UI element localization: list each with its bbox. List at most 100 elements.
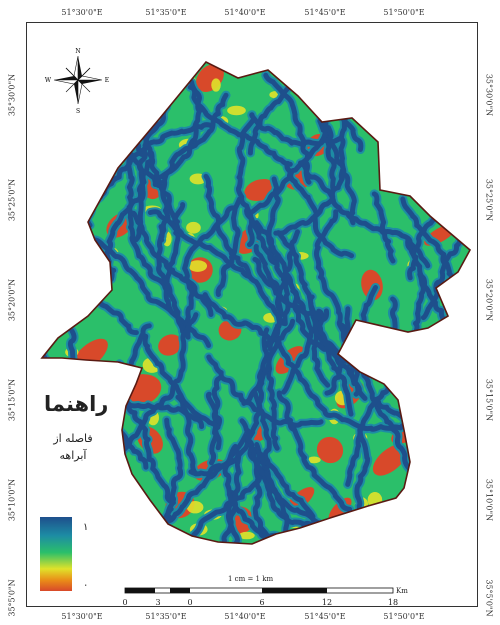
mid-zone <box>211 78 221 92</box>
stream-line <box>332 62 429 73</box>
stream-line <box>334 62 427 71</box>
stream-line <box>451 70 469 159</box>
mid-zone <box>227 105 246 116</box>
mid-zone <box>415 380 430 397</box>
stream-line <box>206 354 324 428</box>
legend-subtitle-line1: فاصله از <box>53 432 93 445</box>
mid-zone <box>408 404 418 415</box>
legend-subtitle-line2: آبراهه <box>59 449 87 462</box>
legend-high-label: ۱ <box>83 522 89 533</box>
compass-w: W <box>45 77 52 84</box>
stream-line <box>244 207 278 266</box>
legend-title: راهنما <box>44 392 109 416</box>
stream-line <box>274 323 413 432</box>
mid-zone <box>393 79 408 89</box>
coord-top-5: 51°50'0"E <box>383 8 425 17</box>
scale-tick-1: 3 <box>155 598 161 607</box>
stream-line <box>81 83 150 160</box>
stream-line <box>425 490 442 544</box>
stream-line <box>247 83 293 156</box>
stream-line <box>142 333 221 430</box>
mid-zone <box>118 66 134 74</box>
scale-tick-4: 12 <box>321 598 333 607</box>
mid-zone <box>307 456 321 464</box>
stream-line <box>104 150 155 273</box>
stream-line <box>42 62 122 78</box>
stream-line <box>165 429 250 524</box>
stream-line <box>345 516 383 544</box>
stream-line <box>248 523 379 544</box>
mid-zone <box>55 233 71 245</box>
stream-line <box>42 329 67 392</box>
scale-ratio-label: 1 cm = 1 km <box>228 575 274 583</box>
stream-line <box>290 288 328 352</box>
stream-line <box>126 155 173 297</box>
stream-line <box>326 125 357 226</box>
stream-line <box>453 72 467 157</box>
scale-unit-label: Km <box>396 587 408 595</box>
mid-zone <box>414 190 423 199</box>
stream-line <box>252 256 322 321</box>
stream-line <box>354 426 373 544</box>
far-zone <box>158 334 182 356</box>
mid-zone <box>88 97 99 107</box>
stream-line <box>215 196 242 297</box>
stream-line <box>276 390 353 512</box>
scale-tick-3: 6 <box>259 598 265 607</box>
stream-line <box>423 62 445 109</box>
compass-n: N <box>75 48 80 55</box>
stream-line <box>83 85 148 158</box>
stream-line <box>211 375 223 451</box>
coord-bottom-1: 51°30'0"E <box>61 612 103 621</box>
mid-zone <box>68 246 80 260</box>
stream-line <box>137 62 194 103</box>
mid-zone <box>87 142 101 151</box>
stream-line <box>427 498 470 544</box>
coord-bottom-5: 51°50'0"E <box>383 612 425 621</box>
stream-line <box>164 417 184 520</box>
stream-line <box>256 318 296 416</box>
stream-line <box>79 99 120 164</box>
stream-line <box>400 196 455 296</box>
stream-line <box>158 92 229 243</box>
stream-line <box>345 381 391 487</box>
legend-color-ramp <box>40 517 72 591</box>
stream-line <box>42 327 69 394</box>
stream-line <box>298 160 431 269</box>
mid-zone <box>441 325 458 336</box>
coord-bottom-3: 51°40'0"E <box>224 612 266 621</box>
stream-line <box>413 486 470 544</box>
stream-line <box>47 137 90 254</box>
mid-zone <box>186 221 201 234</box>
coord-bottom-2: 51°35'0"E <box>145 612 187 621</box>
coord-top-3: 51°40'0"E <box>224 8 266 17</box>
compass-e: E <box>105 77 109 84</box>
mid-zone <box>188 260 208 272</box>
coord-top-2: 51°35'0"E <box>145 8 187 17</box>
stream-line <box>131 210 214 317</box>
stream-line <box>250 108 329 214</box>
far-zone <box>316 436 344 464</box>
mid-zone <box>100 487 117 499</box>
stream-line <box>425 62 443 107</box>
stream-line <box>42 62 120 76</box>
stream-line <box>241 327 270 406</box>
stream-line <box>193 450 242 544</box>
coord-bottom-4: 51°45'0"E <box>304 612 346 621</box>
mid-zone <box>89 162 100 176</box>
stream-line <box>424 476 452 544</box>
mid-zone <box>390 135 405 142</box>
stream-line <box>316 108 337 192</box>
stream-line <box>42 141 84 295</box>
stream-line <box>275 230 368 401</box>
legend-subtitle: فاصله از آبراهه <box>47 430 99 464</box>
mid-zone <box>186 501 204 514</box>
scale-tick-0: 0 <box>122 598 128 607</box>
mid-zone <box>88 128 102 145</box>
stream-line <box>313 209 350 364</box>
stream-line <box>254 220 314 395</box>
stream-line <box>411 484 470 544</box>
scale-tick-5: 18 <box>387 598 399 607</box>
